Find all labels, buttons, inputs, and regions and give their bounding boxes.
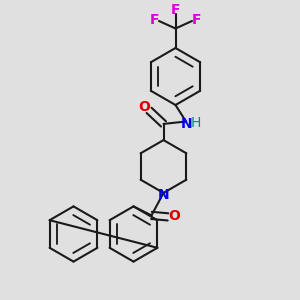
Text: F: F <box>171 4 180 17</box>
Text: O: O <box>168 209 180 223</box>
Text: N: N <box>181 117 193 131</box>
Text: H: H <box>190 116 201 130</box>
Text: O: O <box>138 100 150 114</box>
Text: F: F <box>150 13 159 26</box>
Text: N: N <box>158 188 169 202</box>
Text: F: F <box>192 13 201 26</box>
